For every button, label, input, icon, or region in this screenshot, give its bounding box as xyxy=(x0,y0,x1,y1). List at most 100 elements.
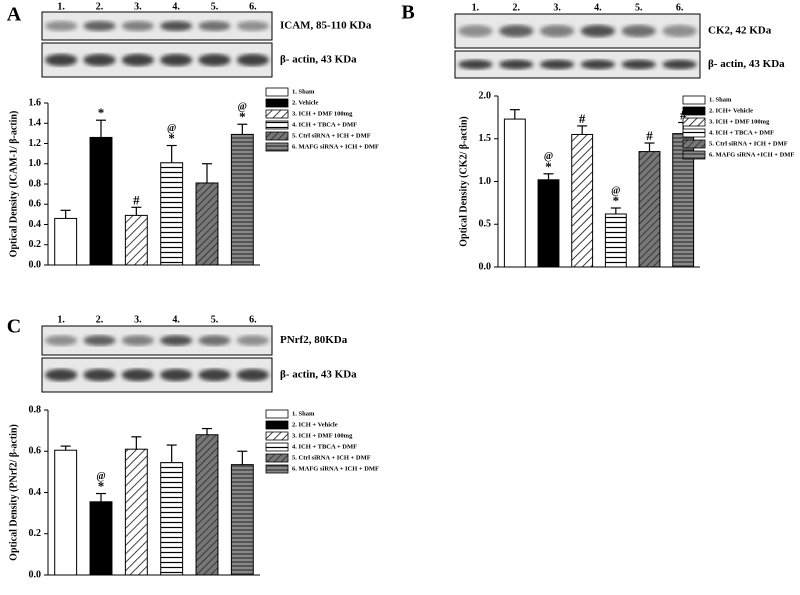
blot-label: β- actin, 43 KDa xyxy=(280,54,357,66)
y-tick-label: 1.2 xyxy=(29,138,42,149)
legend-label: 5. Ctrl siRNA + ICH + DMF xyxy=(292,132,371,139)
bar xyxy=(638,151,661,268)
blot-frame xyxy=(454,50,701,79)
blot-band xyxy=(458,59,493,70)
legend-label: 4. ICH + TBCA + DMF xyxy=(292,121,357,128)
significance-mark: * xyxy=(98,479,105,494)
y-axis-label: Optical Density (CK2/ β-actin) xyxy=(458,116,469,247)
legend-swatch xyxy=(682,106,706,116)
significance-mark: # xyxy=(646,128,653,143)
legend-swatch xyxy=(265,142,289,152)
lane-label: 1. xyxy=(57,1,65,12)
blot-frame xyxy=(41,42,273,78)
legend-label: 1. Sham xyxy=(292,410,315,417)
blot-band xyxy=(662,24,697,38)
blot-band xyxy=(45,368,78,382)
bar xyxy=(124,448,148,576)
legend-label: 6. MAFG siRNA + ICH + DMF xyxy=(292,143,379,150)
blot-band xyxy=(160,368,193,382)
lane-label: 3. xyxy=(134,1,142,12)
lane-label: 2. xyxy=(96,314,104,325)
legend-label: 1. Sham xyxy=(709,96,732,103)
y-tick-label: 0.4 xyxy=(29,219,42,230)
y-tick-label: 0.6 xyxy=(29,199,42,210)
bar xyxy=(537,179,560,268)
panel-label: B xyxy=(401,2,414,24)
significance-mark: @ xyxy=(96,471,105,482)
lane-label: 4. xyxy=(172,1,180,12)
blot-band xyxy=(236,368,269,382)
y-tick-label: 1.6 xyxy=(29,97,42,108)
legend-swatch xyxy=(265,464,289,474)
blot-band xyxy=(121,20,154,32)
significance-mark: # xyxy=(579,111,586,126)
lane-label: 6. xyxy=(676,2,684,13)
lane-label: 5. xyxy=(635,2,643,13)
blot-band xyxy=(160,20,193,32)
blot-band xyxy=(580,24,616,38)
blot-frame xyxy=(41,325,273,356)
lane-label: 3. xyxy=(553,2,561,13)
blot-frame xyxy=(41,357,273,393)
blot-band xyxy=(121,368,154,382)
legend-swatch xyxy=(682,95,706,105)
significance-mark: @ xyxy=(544,151,553,162)
legend-label: 5. Ctrl siRNA + ICH + DMF xyxy=(292,454,371,461)
lane-label: 6. xyxy=(249,314,257,325)
lane-label: 1. xyxy=(472,2,480,13)
y-axis-label: Optical Density (PNrf2/ β-actin) xyxy=(8,424,19,561)
legend-swatch xyxy=(265,87,289,97)
blot-band xyxy=(83,20,116,32)
blot-band xyxy=(539,24,575,38)
blot-band xyxy=(121,335,154,346)
blot-band xyxy=(236,53,269,67)
legend-label: 3. ICH + DMF 100mg xyxy=(709,118,770,125)
blot-band xyxy=(458,24,493,38)
legend-label: 1. Sham xyxy=(292,88,315,95)
blot-band xyxy=(499,59,534,70)
panel-label: A xyxy=(7,4,22,26)
bar xyxy=(195,434,219,576)
blot-band xyxy=(621,59,656,70)
lane-label: 4. xyxy=(172,314,180,325)
y-axis-label: Optical Density (ICAM-1/ β-actin) xyxy=(8,111,19,258)
blot-band xyxy=(236,335,269,346)
significance-mark: @ xyxy=(238,102,247,113)
y-tick-label: 0.8 xyxy=(29,404,42,415)
lane-label: 5. xyxy=(211,1,219,12)
lane-label: 4. xyxy=(594,2,602,13)
significance-mark: # xyxy=(133,192,140,207)
blot-band xyxy=(198,20,231,32)
legend-label: 5. Ctrl siRNA + ICH + DMF xyxy=(709,140,788,147)
y-tick-label: 1.0 xyxy=(29,158,42,169)
bar xyxy=(89,501,113,576)
significance-mark: @ xyxy=(167,123,176,134)
bar xyxy=(160,462,184,576)
legend-label: 6. MAFG siRNA +ICH + DMF xyxy=(709,151,794,158)
y-tick-label: 0.4 xyxy=(29,487,42,498)
legend-label: 3. ICH + DMF 100mg xyxy=(292,110,353,117)
lane-label: 5. xyxy=(211,314,219,325)
legend-label: 2. ICH+ Vehicle xyxy=(709,107,753,114)
blot-label: β- actin, 43 KDa xyxy=(280,369,357,381)
significance-mark: * xyxy=(545,159,552,174)
blot-label: PNrf2, 80KDa xyxy=(280,334,348,346)
significance-mark: * xyxy=(168,131,175,146)
y-tick-label: 0.8 xyxy=(29,178,42,189)
blot-band xyxy=(83,53,116,67)
lane-label: 6. xyxy=(249,1,257,12)
bar xyxy=(571,133,594,268)
lane-label: 3. xyxy=(134,314,142,325)
blot-band xyxy=(198,335,231,346)
blot-band xyxy=(45,20,78,32)
blot-band xyxy=(539,59,575,70)
bar xyxy=(54,217,78,266)
y-tick-label: 0.6 xyxy=(29,446,42,457)
legend-swatch xyxy=(265,131,289,141)
y-tick-label: 0.5 xyxy=(479,219,492,230)
blot-band xyxy=(662,59,697,70)
legend-label: 6. MAFG siRNA + ICH + DMF xyxy=(292,465,379,472)
bar xyxy=(604,213,627,268)
blot-label: β- actin, 43 KDa xyxy=(708,58,785,70)
blot-band xyxy=(499,24,534,38)
